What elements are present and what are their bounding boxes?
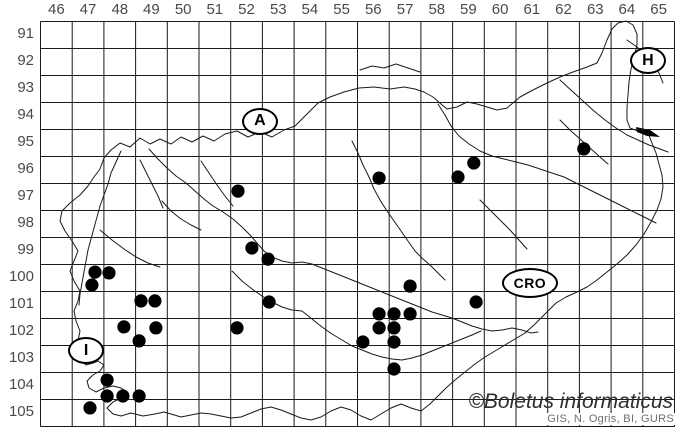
occurrence-dot: [230, 321, 244, 335]
occurrence-dot: [469, 295, 483, 309]
grid-col-label-61: 61: [523, 1, 541, 18]
occurrence-dot: [116, 389, 130, 403]
occurrence-dot: [132, 334, 146, 348]
occurrence-dot: [100, 389, 114, 403]
river-savinja: [351, 140, 446, 281]
grid-col-label-63: 63: [586, 1, 604, 18]
occurrence-dot: [117, 320, 131, 334]
occurrence-dot: [262, 295, 276, 309]
occurrence-dot: [451, 170, 465, 184]
river-tributary-1: [161, 200, 202, 231]
credits-text: GIS, N. Ogris, BI, GURS: [544, 413, 677, 425]
river-drava: [437, 103, 657, 224]
occurrence-dot: [372, 171, 386, 185]
river-krka: [301, 310, 482, 361]
occurrence-dot: [403, 279, 417, 293]
grid-col-label-54: 54: [301, 1, 319, 18]
grid-col-label-48: 48: [111, 1, 129, 18]
occurrence-dot: [403, 307, 417, 321]
occurrence-dot: [387, 335, 401, 349]
grid-row-label-105: 105: [8, 403, 34, 420]
river-tributary-8: [359, 63, 421, 73]
grid-row-label-97: 97: [17, 187, 34, 204]
grid-row-label-94: 94: [17, 106, 34, 123]
grid-col-label-64: 64: [618, 1, 636, 18]
occurrence-dot: [134, 294, 148, 308]
grid-row-label-99: 99: [17, 241, 34, 258]
grid-row-label-100: 100: [8, 268, 34, 285]
occurrence-dot: [245, 241, 259, 255]
river-tributary-7: [99, 229, 161, 268]
country-label-a: A: [241, 107, 278, 135]
occurrence-dot: [372, 321, 386, 335]
occurrence-dot: [577, 142, 591, 156]
grid-row-label-102: 102: [8, 322, 34, 339]
occurrence-dots: [83, 142, 591, 415]
river-tributary-4: [479, 199, 528, 250]
grid-col-label-55: 55: [333, 1, 350, 18]
occurrence-dot: [387, 307, 401, 321]
grid-col-label-50: 50: [174, 1, 192, 18]
occurrence-dot: [387, 362, 401, 376]
grid-col-label-49: 49: [143, 1, 160, 18]
border-west-coast-path: [59, 168, 165, 417]
grid-col-label-53: 53: [269, 1, 287, 18]
grid-col-label-47: 47: [79, 1, 97, 18]
grid-row-label-96: 96: [17, 160, 34, 177]
grid-row-label-93: 93: [17, 79, 34, 96]
grid-col-label-46: 46: [48, 1, 65, 18]
occurrence-dot: [372, 307, 386, 321]
grid-path: [40, 21, 675, 427]
occurrence-dot: [88, 265, 102, 279]
country-label-h: H: [629, 47, 666, 75]
river-soca: [78, 150, 122, 306]
grid-col-label-51: 51: [206, 1, 224, 18]
grid-row-label-91: 91: [17, 25, 34, 42]
grid-row-label-92: 92: [17, 52, 34, 69]
occurrence-dot: [231, 184, 245, 198]
grid-row-label-103: 103: [8, 349, 34, 366]
grid-col-label-52: 52: [238, 1, 255, 18]
river-tributary-2: [200, 160, 234, 207]
occurrence-dot: [356, 335, 370, 349]
occurrence-dot: [148, 294, 162, 308]
grid-row-label-95: 95: [17, 133, 34, 150]
occurrence-dot: [149, 321, 163, 335]
grid-col-label-60: 60: [491, 1, 509, 18]
occurrence-dot: [261, 252, 275, 266]
grid-col-label-65: 65: [650, 1, 667, 18]
grid-row-label-98: 98: [17, 214, 34, 231]
river-sava: [148, 148, 539, 334]
map-line-art: [59, 20, 669, 421]
grid-col-label-56: 56: [364, 1, 382, 18]
occurrence-dot: [85, 278, 99, 292]
watermark-text: ©Boletus informaticus: [468, 390, 673, 413]
grid-col-label-62: 62: [555, 1, 572, 18]
occurrence-dot: [467, 156, 481, 170]
country-label-cro: CRO: [501, 268, 558, 299]
river-tributary-3: [559, 119, 609, 165]
occurrence-dot: [102, 266, 116, 280]
grid-col-label-57: 57: [396, 1, 414, 18]
border-east-south-path: [163, 132, 664, 421]
occurrence-dot: [132, 389, 146, 403]
occurrence-dot: [83, 401, 97, 415]
country-label-i: I: [68, 337, 105, 365]
grid-lines: [40, 21, 675, 427]
grid-col-label-58: 58: [428, 1, 446, 18]
tripoint-mark: [636, 127, 660, 137]
grid-row-label-104: 104: [8, 376, 34, 393]
border-north-path: [99, 20, 649, 170]
grid-row-label-101: 101: [8, 295, 34, 312]
occurrence-dot: [387, 321, 401, 335]
occurrence-dot: [100, 373, 114, 387]
grid-col-label-59: 59: [460, 1, 477, 18]
